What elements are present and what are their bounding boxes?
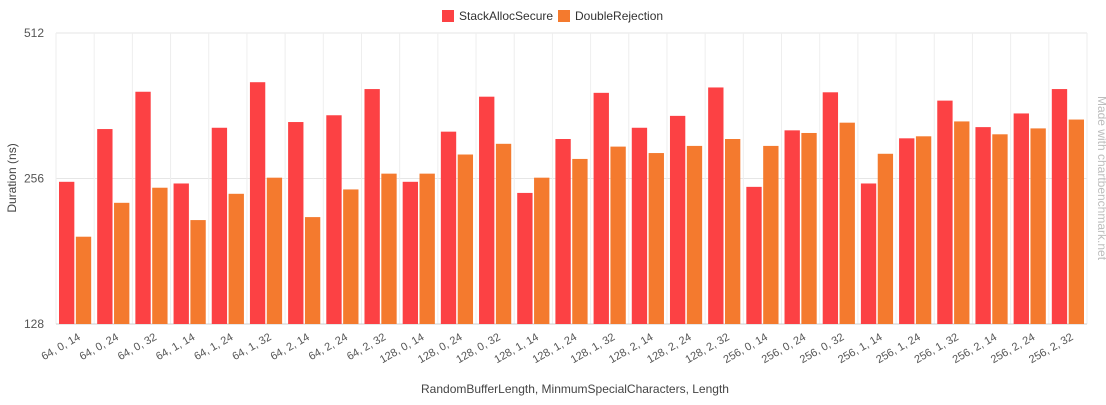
bar-stackallocsecure-128-2-14 (631, 127, 648, 324)
x-tick-label: 64, 0, 14 (40, 331, 83, 363)
bar-doublerejection-64-1-32 (266, 177, 283, 324)
bar-doublerejection-64-1-14 (190, 220, 206, 324)
legend-label-doublerejection: DoubleRejection (575, 9, 663, 23)
bar-stackallocsecure-128-2-32 (708, 87, 724, 325)
bar-doublerejection-256-0-32 (839, 122, 855, 324)
bar-doublerejection-256-0-24 (801, 132, 817, 324)
x-tick-label: 64, 1, 14 (154, 331, 197, 363)
bar-stackallocsecure-256-1-32 (937, 100, 953, 325)
grid (55, 32, 1088, 325)
bar-stackallocsecure-256-0-32 (822, 92, 839, 324)
legend: StackAllocSecure DoubleRejection (442, 9, 663, 23)
bar-stackallocsecure-128-1-14 (517, 192, 533, 324)
bar-doublerejection-128-1-24 (572, 158, 588, 324)
bar-doublerejection-128-0-24 (457, 154, 474, 324)
bar-stackallocsecure-128-0-32 (479, 96, 495, 324)
x-tick-label: 64, 2, 24 (307, 331, 350, 363)
bar-doublerejection-64-0-14 (75, 236, 92, 324)
x-tick-label: 64, 0, 24 (78, 331, 121, 363)
bar-doublerejection-256-2-32 (1068, 119, 1084, 324)
bar-stackallocsecure-64-0-14 (59, 181, 75, 324)
x-tick-label: 256, 2, 32 (1027, 331, 1075, 366)
legend-label-stackallocsecure: StackAllocSecure (459, 9, 553, 23)
bar-doublerejection-128-2-24 (686, 145, 703, 324)
x-tick-label: 64, 0, 32 (116, 331, 159, 363)
y-tick-label: 128 (24, 317, 44, 331)
y-tick-label: 512 (24, 26, 44, 40)
bar-doublerejection-256-1-32 (954, 121, 970, 324)
bar-stackallocsecure-256-1-24 (899, 138, 915, 324)
bar-stackallocsecure-128-2-24 (669, 115, 686, 325)
bar-doublerejection-256-1-24 (915, 136, 932, 324)
bar-stackallocsecure-256-2-32 (1051, 89, 1068, 324)
bar-doublerejection-128-0-32 (495, 143, 512, 324)
bar-stackallocsecure-64-2-14 (288, 122, 304, 324)
x-tick-label: 64, 1, 32 (230, 331, 273, 363)
y-axis-label: Duration (ns) (5, 143, 19, 212)
bar-stackallocsecure-64-1-14 (173, 183, 189, 324)
legend-swatch-stackallocsecure (442, 10, 454, 22)
x-tick-label: 64, 1, 24 (192, 331, 235, 363)
bar-stackallocsecure-64-2-24 (326, 115, 342, 324)
bar-doublerejection-64-2-32 (381, 173, 397, 324)
bar-doublerejection-64-1-24 (228, 193, 244, 324)
bar-doublerejection-64-2-14 (304, 217, 321, 324)
bar-doublerejection-256-2-14 (992, 134, 1008, 324)
bar-stackallocsecure-64-1-32 (249, 82, 266, 325)
bar-doublerejection-128-0-14 (419, 173, 435, 324)
bar-stackallocsecure-128-1-32 (593, 92, 609, 324)
x-axis-label: RandomBufferLength, MinmumSpecialCharact… (421, 382, 729, 396)
bar-doublerejection-128-2-32 (724, 139, 741, 324)
bar-doublerejection-64-0-24 (114, 202, 130, 324)
bar-stackallocsecure-64-2-32 (364, 89, 380, 324)
y-axis-ticks: 128 256 512 (24, 26, 44, 331)
bar-stackallocsecure-64-1-24 (211, 127, 228, 324)
bar-doublerejection-256-2-24 (1030, 128, 1046, 324)
bar-stackallocsecure-64-0-32 (135, 91, 151, 324)
bar-stackallocsecure-128-1-24 (555, 139, 571, 324)
bar-doublerejection-128-2-14 (648, 153, 664, 324)
legend-swatch-doublerejection (558, 10, 570, 22)
bar-doublerejection-128-1-32 (610, 146, 626, 324)
bar-stackallocsecure-128-0-14 (402, 181, 419, 324)
bar-stackallocsecure-256-0-14 (746, 186, 762, 324)
bar-stackallocsecure-64-0-24 (97, 129, 113, 324)
bar-doublerejection-256-1-14 (877, 153, 894, 324)
bar-stackallocsecure-128-0-24 (440, 131, 457, 324)
watermark: Made with chartbenchmark.net (1095, 96, 1106, 261)
bar-stackallocsecure-256-2-24 (1013, 113, 1029, 324)
bar-doublerejection-256-0-14 (763, 145, 779, 324)
x-tick-label: 64, 2, 14 (269, 331, 312, 363)
bar-stackallocsecure-256-0-24 (784, 130, 800, 324)
y-tick-label: 256 (24, 172, 44, 186)
bar-doublerejection-64-0-32 (152, 187, 168, 324)
bar-doublerejection-128-1-14 (534, 177, 550, 324)
bar-stackallocsecure-256-2-14 (975, 127, 991, 325)
bar-stackallocsecure-256-1-14 (860, 183, 877, 324)
bars (59, 82, 1084, 325)
bar-doublerejection-64-2-24 (343, 189, 359, 324)
